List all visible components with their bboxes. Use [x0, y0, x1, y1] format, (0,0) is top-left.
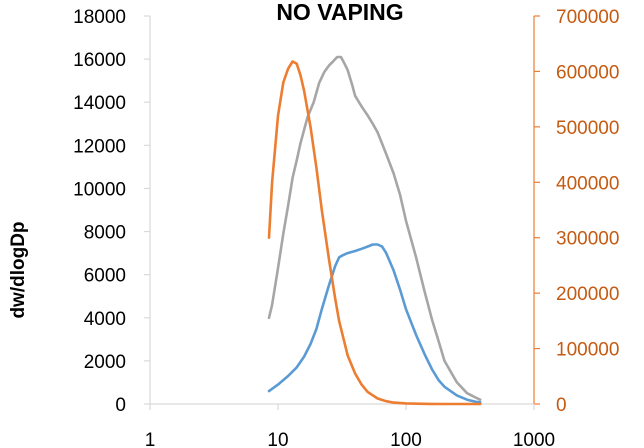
x-tick-label: 100	[390, 430, 422, 448]
right-tick-label: 0	[556, 395, 567, 416]
right-tick-label: 600000	[556, 62, 619, 83]
left-tick-label: 0	[115, 395, 126, 416]
series-layer	[267, 55, 482, 406]
x-tick-label: 10	[267, 430, 288, 448]
chart-title: NO VAPING	[276, 0, 403, 25]
left-tick-label: 14000	[73, 93, 126, 114]
blue-curve	[267, 243, 482, 404]
right-tick-label: 700000	[556, 7, 619, 28]
x-tick-label: 1000	[513, 430, 555, 448]
left-tick-label: 10000	[73, 179, 126, 200]
left-tick-label: 2000	[84, 352, 126, 373]
left-tick-label: 18000	[73, 7, 126, 28]
orange-curve	[267, 60, 482, 406]
x-tick-label: 1	[145, 430, 156, 448]
right-tick-label: 200000	[556, 284, 619, 305]
right-tick-label: 300000	[556, 229, 619, 250]
right-tick-label: 100000	[556, 340, 619, 361]
y-axis-label: dw/dlogDp	[8, 221, 29, 318]
right-tick-label: 400000	[556, 173, 619, 194]
left-tick-label: 8000	[84, 223, 126, 244]
left-tick-label: 12000	[73, 136, 126, 157]
x-tick-labels: 1 10 100 1000	[145, 404, 555, 448]
left-tick-label: 16000	[73, 50, 126, 71]
left-tick-labels: 0 2000 4000 6000 8000 10000 12000 14000 16000 180…	[73, 7, 150, 416]
left-tick-label: 4000	[84, 309, 126, 330]
right-tick-labels: 0 100000 200000 300000 400000 500000 600000 700…	[534, 7, 619, 416]
left-tick-label: 6000	[84, 266, 126, 287]
right-tick-label: 500000	[556, 118, 619, 139]
gray-curve	[267, 55, 482, 402]
